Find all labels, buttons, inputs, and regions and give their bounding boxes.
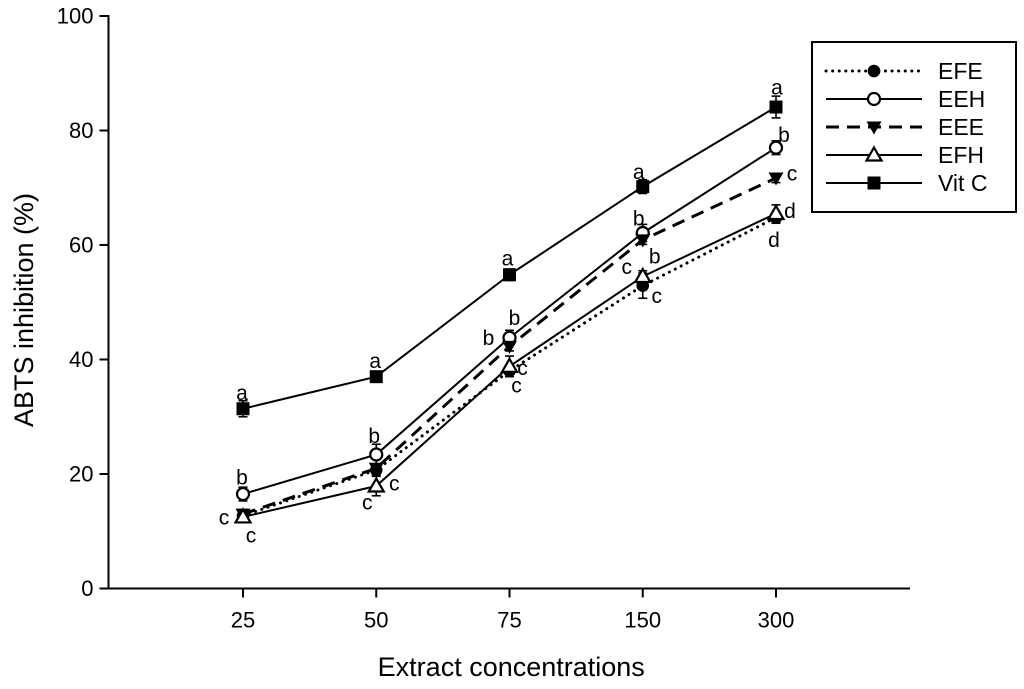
marker-triangle-down-filled-icon — [768, 172, 784, 186]
sig-letter: a — [236, 382, 248, 405]
marker-circle-open-icon — [768, 140, 784, 155]
x-tick-label: 50 — [364, 608, 388, 633]
legend-row: EFH — [826, 142, 984, 168]
sig-letter: d — [768, 229, 780, 252]
marker-triangle-down-filled-icon — [502, 340, 517, 354]
marker-circle-open-icon — [235, 486, 251, 502]
sig-letter: c — [652, 285, 663, 308]
series-markers — [233, 100, 786, 524]
y-tick-label: 0 — [81, 576, 93, 601]
legend-label: EFH — [938, 142, 984, 168]
sig-letter: a — [771, 77, 783, 100]
sig-letter: b — [236, 467, 248, 490]
marker-triangle-down-filled-icon — [635, 234, 651, 248]
marker-circle-open-icon — [369, 447, 384, 462]
marker-triangle-up-open-icon — [766, 203, 786, 221]
marker-triangle-up-open-icon — [633, 266, 653, 284]
x-axis-title: Extract concentrations — [378, 652, 645, 682]
legend-marker-triangle-down-filled-icon — [866, 121, 882, 135]
y-tick-label: 60 — [69, 233, 93, 258]
y-tick-label: 100 — [57, 4, 94, 29]
sig-letter: c — [787, 163, 798, 186]
sig-letter: b — [649, 245, 661, 268]
sig-letter: b — [483, 327, 495, 350]
x-tick-label: 150 — [624, 608, 661, 633]
sig-letter: b — [633, 207, 645, 230]
sig-letter: a — [633, 161, 645, 184]
legend-row: EEE — [826, 114, 984, 140]
sig-letter: b — [509, 307, 521, 330]
legend-label: EEE — [938, 114, 984, 140]
x-tick-label: 300 — [758, 608, 795, 633]
legend-row: EFE — [824, 58, 983, 84]
x-tick-label: 75 — [497, 608, 521, 633]
y-axis-title: ABTS inhibition (%) — [9, 193, 39, 427]
legend-marker-triangle-up-open-icon — [864, 145, 884, 162]
sig-letter: c — [511, 374, 522, 397]
sig-letter: a — [369, 350, 381, 373]
legend-label: EFE — [938, 58, 983, 84]
marker-triangle-down-filled-icon — [368, 462, 384, 476]
sig-letter: b — [778, 124, 790, 147]
y-tick-label: 80 — [69, 118, 93, 143]
sig-letter: c — [246, 524, 257, 547]
marker-triangle-up-open-icon — [233, 507, 253, 524]
y-tick-label: 20 — [69, 462, 93, 487]
legend-row: EEH — [826, 86, 985, 112]
sig-letter: c — [517, 357, 528, 380]
legend-marker-square-filled-icon — [867, 176, 881, 190]
legend-label: EEH — [938, 86, 985, 112]
series-line-efe — [241, 216, 778, 518]
axes: 0 20 40 60 80 100 25 50 75 150 300 — [57, 4, 910, 633]
legend-marker-circle-filled-icon — [867, 64, 881, 78]
legend-label: Vit C — [938, 170, 987, 196]
sig-letter: c — [219, 507, 230, 530]
sig-letter: c — [362, 492, 373, 515]
sig-letter: d — [784, 200, 796, 223]
sig-letter: c — [389, 473, 400, 496]
marker-square-filled-icon — [369, 370, 383, 384]
marker-triangle-up-open-icon — [500, 356, 519, 373]
marker-square-filled-icon — [769, 100, 783, 114]
sig-letter: a — [502, 247, 514, 270]
marker-square-filled-icon — [636, 180, 650, 194]
sig-letter: b — [368, 425, 380, 448]
marker-square-filled-icon — [236, 402, 250, 416]
x-tick-label: 25 — [231, 608, 255, 633]
y-tick-label: 40 — [69, 347, 93, 372]
sig-letter: c — [622, 256, 633, 279]
legend-row: Vit C — [826, 170, 987, 196]
legend-marker-circle-open-icon — [866, 91, 882, 107]
marker-square-filled-icon — [503, 268, 516, 282]
marker-triangle-up-open-icon — [366, 476, 386, 493]
